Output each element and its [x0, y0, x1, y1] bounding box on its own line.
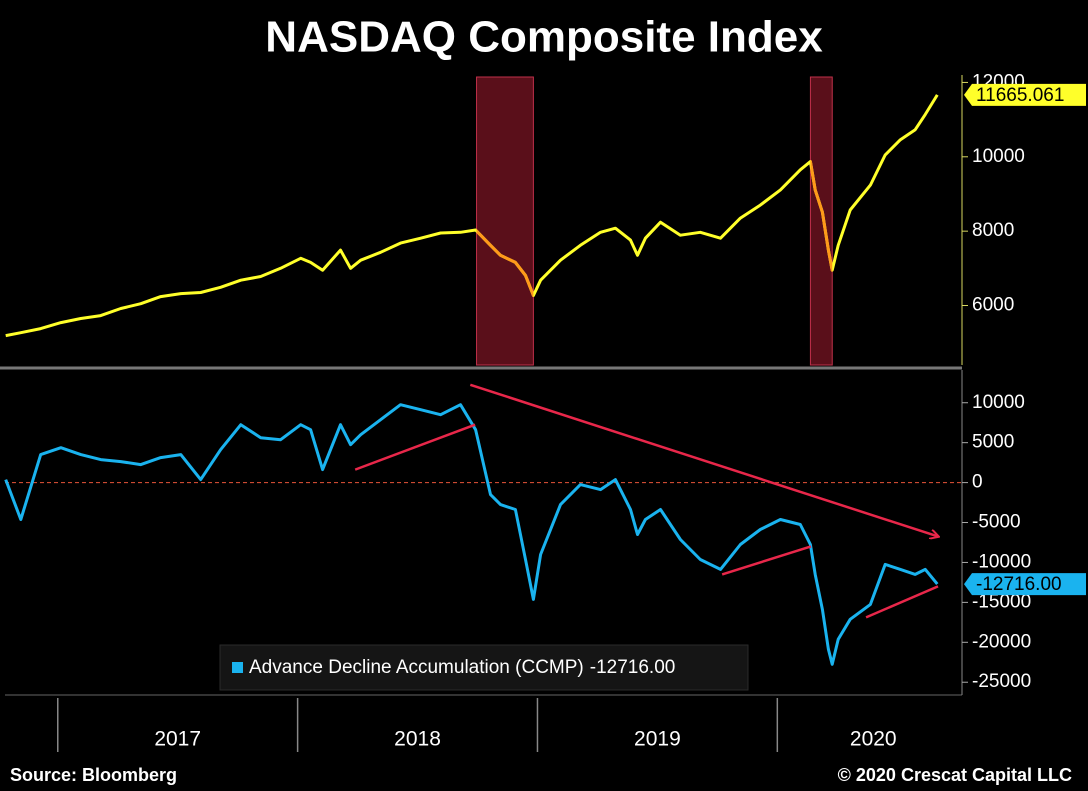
y-tick-label: 5000	[972, 432, 1014, 453]
legend-name: Advance Decline Accumulation (CCMP)	[249, 657, 584, 678]
legend-value: -12716.00	[590, 657, 676, 678]
y-tick-label: 10000	[972, 392, 1025, 413]
x-tick-label: 2019	[634, 728, 681, 751]
panel: -25000 -20000 -15000 -10000 -5000 0 5000 10000 2…	[4, 370, 1086, 752]
trend-line	[721, 545, 812, 576]
y-tick-label: 8000	[972, 220, 1014, 241]
y-tick-label: -5000	[972, 512, 1021, 533]
source-note: Source: Bloomberg	[10, 765, 177, 785]
x-tick-label: 2017	[154, 728, 201, 751]
legend-box	[219, 644, 749, 691]
legend-text: Advance Decline Accumulation (CCMP) -1271…	[249, 657, 675, 678]
trend-line	[865, 585, 939, 619]
y-tick-label: 0	[972, 472, 983, 493]
end-value-box	[964, 83, 1086, 106]
series-line	[4, 403, 939, 666]
series-line-highlight	[476, 94, 833, 338]
y-tick-label: -25000	[972, 671, 1031, 692]
copyright-note: © 2020 Crescat Capital LLC	[838, 765, 1072, 785]
end-value-label: 11665.061	[976, 85, 1064, 106]
end-value-box	[964, 573, 1086, 596]
trend-line	[469, 383, 938, 537]
shaded-range	[476, 76, 534, 366]
x-tick-label: 2018	[394, 728, 441, 751]
y-tick-label: 6000	[972, 295, 1014, 316]
x-tick-label: 2020	[850, 728, 897, 751]
y-tick-label: -15000	[972, 591, 1031, 612]
legend-swatch	[232, 662, 243, 673]
chart-title: NASDAQ Composite Index	[265, 13, 823, 62]
y-tick-label: -10000	[972, 551, 1031, 572]
y-tick-label: 10000	[972, 146, 1025, 167]
trend-line	[354, 423, 476, 471]
y-tick-label: -20000	[972, 631, 1031, 652]
shaded-range	[809, 76, 833, 366]
end-value-label: -12716.00	[976, 574, 1062, 595]
